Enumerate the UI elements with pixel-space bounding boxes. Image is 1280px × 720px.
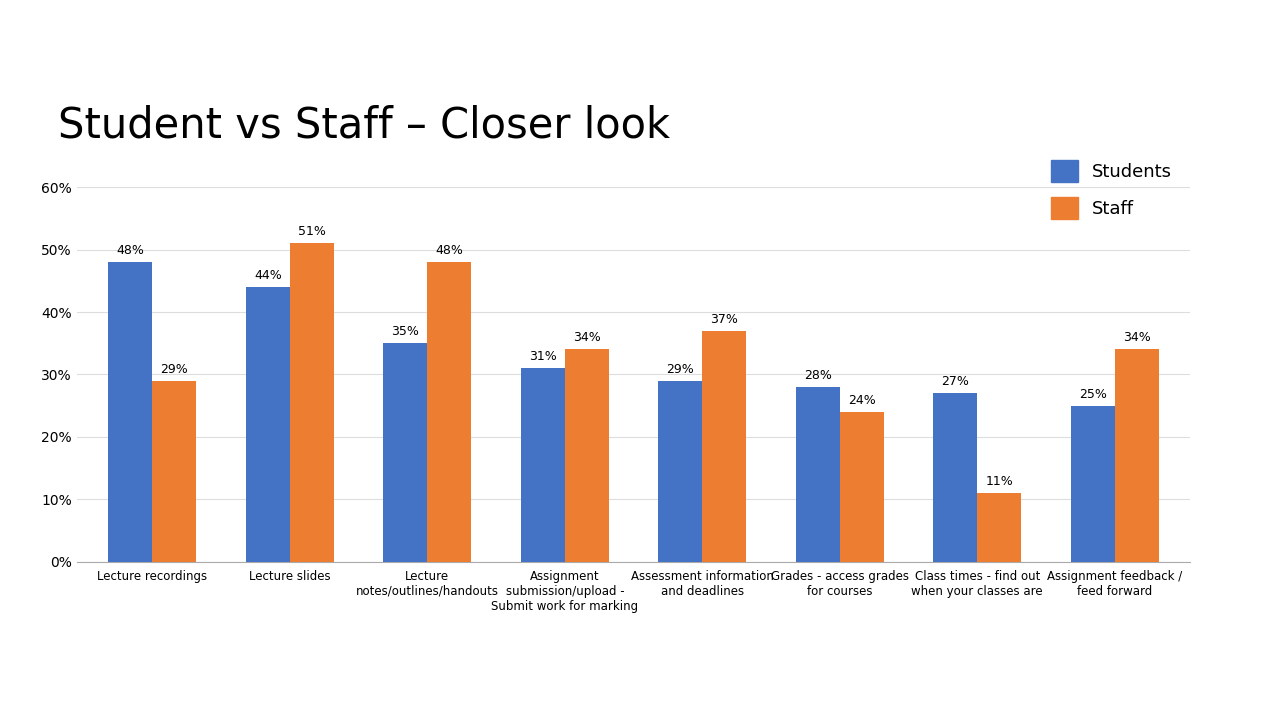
- Bar: [289, 243, 334, 562]
- Bar: [109, 262, 152, 562]
- Text: 25%: 25%: [1079, 387, 1107, 400]
- Bar: [703, 330, 746, 562]
- Bar: [152, 381, 196, 562]
- Bar: [428, 262, 471, 562]
- Text: 35%: 35%: [392, 325, 420, 338]
- Text: Student vs Staff – Closer look: Student vs Staff – Closer look: [58, 104, 669, 146]
- Text: 29%: 29%: [160, 363, 188, 376]
- Bar: [1071, 405, 1115, 562]
- Text: 51%: 51%: [298, 225, 326, 238]
- Text: 34%: 34%: [1123, 331, 1151, 344]
- Text: 29%: 29%: [667, 363, 694, 376]
- Bar: [933, 393, 978, 562]
- Legend: Students, Staff: Students, Staff: [1042, 151, 1181, 228]
- Text: 31%: 31%: [529, 350, 557, 363]
- Text: 34%: 34%: [573, 331, 600, 344]
- Bar: [796, 387, 840, 562]
- Text: 27%: 27%: [941, 375, 969, 388]
- Bar: [384, 343, 428, 562]
- Text: 28%: 28%: [804, 369, 832, 382]
- Text: 48%: 48%: [116, 244, 145, 257]
- Bar: [246, 287, 289, 562]
- Text: 48%: 48%: [435, 244, 463, 257]
- Bar: [521, 368, 564, 562]
- Bar: [564, 349, 609, 562]
- Bar: [840, 412, 883, 562]
- Text: 11%: 11%: [986, 475, 1014, 488]
- Text: 24%: 24%: [847, 394, 876, 407]
- Text: 44%: 44%: [253, 269, 282, 282]
- Bar: [1115, 349, 1158, 562]
- Bar: [658, 381, 703, 562]
- Bar: [978, 493, 1021, 562]
- Text: 37%: 37%: [710, 312, 739, 325]
